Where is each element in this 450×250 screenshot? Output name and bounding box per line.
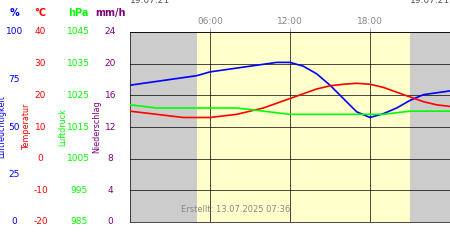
Text: 40: 40 <box>35 28 46 36</box>
Text: 985: 985 <box>70 218 87 226</box>
Text: 0: 0 <box>108 218 113 226</box>
Text: 1025: 1025 <box>68 91 90 100</box>
Text: 25: 25 <box>9 170 20 179</box>
Text: 4: 4 <box>108 186 113 195</box>
Text: 24: 24 <box>104 28 116 36</box>
Text: 1045: 1045 <box>68 28 90 36</box>
Text: Luftfeuchtigkeit: Luftfeuchtigkeit <box>0 96 6 158</box>
Text: 1015: 1015 <box>67 122 90 132</box>
Text: %: % <box>9 8 19 18</box>
Text: 12: 12 <box>104 122 116 132</box>
Text: 8: 8 <box>108 154 113 163</box>
Text: 1005: 1005 <box>67 154 90 163</box>
Bar <box>197 32 410 222</box>
Text: 20: 20 <box>35 91 46 100</box>
Text: 19.07.21: 19.07.21 <box>130 0 170 6</box>
Text: 995: 995 <box>70 186 87 195</box>
Text: 1035: 1035 <box>67 59 90 68</box>
Text: 50: 50 <box>9 122 20 132</box>
Text: -10: -10 <box>33 186 48 195</box>
Bar <box>130 32 197 222</box>
Text: 20: 20 <box>104 59 116 68</box>
Text: Erstellt: 13.07.2025 07:36: Erstellt: 13.07.2025 07:36 <box>181 206 290 214</box>
Text: 30: 30 <box>35 59 46 68</box>
Text: Niederschlag: Niederschlag <box>92 101 101 153</box>
Text: 19.07.21: 19.07.21 <box>410 0 450 6</box>
Text: 0: 0 <box>12 218 17 226</box>
Text: -20: -20 <box>33 218 48 226</box>
Text: hPa: hPa <box>68 8 89 18</box>
Text: Luftdruck: Luftdruck <box>58 108 68 146</box>
Text: Temperatur: Temperatur <box>22 104 32 150</box>
Text: °C: °C <box>35 8 46 18</box>
Bar <box>410 32 450 222</box>
Text: 100: 100 <box>6 28 23 36</box>
Text: 16: 16 <box>104 91 116 100</box>
Text: mm/h: mm/h <box>95 8 126 18</box>
Text: 75: 75 <box>9 75 20 84</box>
Text: 0: 0 <box>38 154 43 163</box>
Text: 10: 10 <box>35 122 46 132</box>
